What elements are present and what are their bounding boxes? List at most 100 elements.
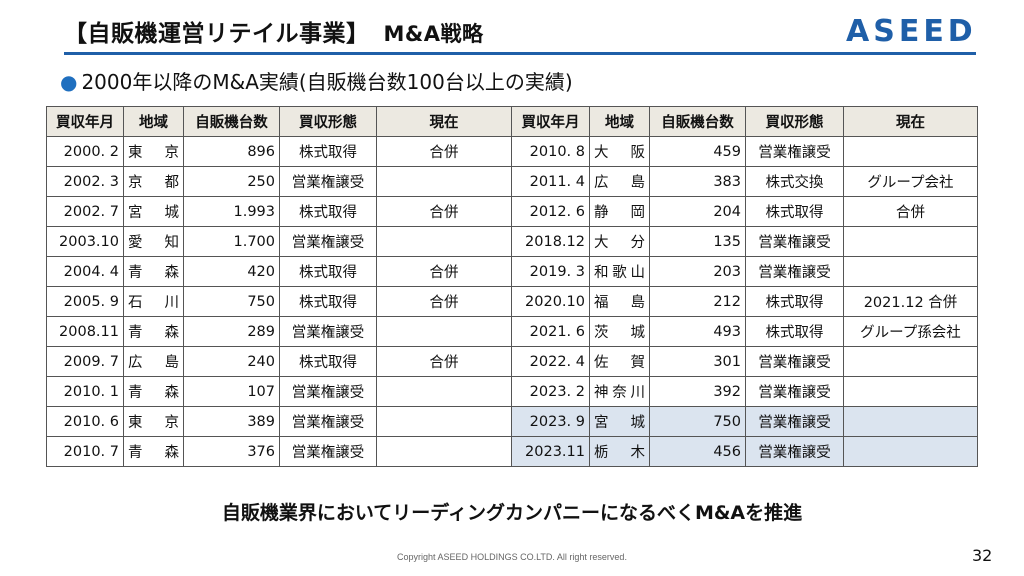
cell-vending-count: 107 — [183, 376, 280, 407]
cell-region: 京都 — [123, 166, 184, 197]
table-row: 2000. 2 東京 896 株式取得 合併 — [46, 136, 512, 167]
cell-acquisition-type: 営業権譲受 — [279, 226, 377, 257]
cell-vending-count: 212 — [649, 286, 746, 317]
cell-vending-count: 493 — [649, 316, 746, 347]
cell-current-status: 合併 — [376, 256, 512, 287]
cell-date: 2002. 7 — [46, 196, 124, 227]
cell-current-status — [843, 436, 978, 467]
cell-acquisition-type: 営業権譲受 — [745, 436, 844, 467]
cell-region: 神奈川 — [589, 376, 650, 407]
cell-vending-count: 389 — [183, 406, 280, 437]
table-row: 2023.11 栃木 456 営業権譲受 — [511, 436, 978, 467]
cell-region: 静岡 — [589, 196, 650, 227]
cell-date: 2009. 7 — [46, 346, 124, 377]
cell-acquisition-type: 営業権譲受 — [279, 406, 377, 437]
cell-vending-count: 204 — [649, 196, 746, 227]
cell-vending-count: 750 — [649, 406, 746, 437]
acquisition-table-right: 買収年月 地域 自販機台数 買収形態 現在 2010. 8 大阪 459 営業権譲受 2… — [511, 106, 978, 467]
cell-vending-count: 1.993 — [183, 196, 280, 227]
col-header-count: 自販機台数 — [183, 106, 280, 137]
cell-vending-count: 383 — [649, 166, 746, 197]
cell-vending-count: 456 — [649, 436, 746, 467]
cell-current-status — [376, 376, 512, 407]
cell-region: 宮城 — [589, 406, 650, 437]
cell-vending-count: 376 — [183, 436, 280, 467]
cell-current-status: 2021.12 合併 — [843, 286, 978, 317]
cell-vending-count: 1.700 — [183, 226, 280, 257]
cell-region: 東京 — [123, 136, 184, 167]
col-header-type: 買収形態 — [279, 106, 377, 137]
table-row: 2008.11 青森 289 営業権譲受 — [46, 316, 512, 347]
cell-acquisition-type: 営業権譲受 — [745, 376, 844, 407]
table-row: 2010. 7 青森 376 営業権譲受 — [46, 436, 512, 467]
table-row: 2023. 2 神奈川 392 営業権譲受 — [511, 376, 978, 407]
col-header-region: 地域 — [123, 106, 184, 137]
cell-region: 青森 — [123, 436, 184, 467]
cell-date: 2023.11 — [511, 436, 590, 467]
cell-vending-count: 240 — [183, 346, 280, 377]
col-header-type: 買収形態 — [745, 106, 844, 137]
cell-acquisition-type: 株式取得 — [279, 286, 377, 317]
cell-acquisition-type: 株式交換 — [745, 166, 844, 197]
table-row: 2010. 6 東京 389 営業権譲受 — [46, 406, 512, 437]
cell-date: 2005. 9 — [46, 286, 124, 317]
cell-region: 石川 — [123, 286, 184, 317]
cell-vending-count: 750 — [183, 286, 280, 317]
table-row: 2022. 4 佐賀 301 営業権譲受 — [511, 346, 978, 377]
cell-current-status — [843, 376, 978, 407]
cell-current-status — [843, 226, 978, 257]
col-header-count: 自販機台数 — [649, 106, 746, 137]
cell-vending-count: 203 — [649, 256, 746, 287]
cell-vending-count: 420 — [183, 256, 280, 287]
acquisition-table-left: 買収年月 地域 自販機台数 買収形態 現在 2000. 2 東京 896 株式取得 合併… — [46, 106, 512, 467]
cell-current-status: 合併 — [843, 196, 978, 227]
cell-acquisition-type: 株式取得 — [279, 256, 377, 287]
cell-vending-count: 392 — [649, 376, 746, 407]
strategy-slogan: 自販機業界においてリーディングカンパニーになるべくM&Aを推進 — [221, 502, 803, 524]
cell-region: 福島 — [589, 286, 650, 317]
cell-date: 2022. 4 — [511, 346, 590, 377]
col-header-date: 買収年月 — [511, 106, 590, 137]
cell-date: 2023. 9 — [511, 406, 590, 437]
cell-acquisition-type: 営業権譲受 — [745, 256, 844, 287]
col-header-date: 買収年月 — [46, 106, 124, 137]
table-header-row: 買収年月 地域 自販機台数 買収形態 現在 — [46, 106, 512, 137]
cell-date: 2018.12 — [511, 226, 590, 257]
cell-current-status — [376, 166, 512, 197]
subtitle-text: 2000年以降のM&A実績(自販機台数100台以上の実績) — [81, 70, 573, 94]
cell-date: 2020.10 — [511, 286, 590, 317]
cell-acquisition-type: 営業権譲受 — [279, 436, 377, 467]
table-row: 2002. 7 宮城 1.993 株式取得 合併 — [46, 196, 512, 227]
cell-current-status: グループ会社 — [843, 166, 978, 197]
cell-date: 2023. 2 — [511, 376, 590, 407]
col-header-status: 現在 — [376, 106, 512, 137]
cell-acquisition-type: 株式取得 — [745, 196, 844, 227]
table-row: 2018.12 大分 135 営業権譲受 — [511, 226, 978, 257]
table-row: 2010. 8 大阪 459 営業権譲受 — [511, 136, 978, 167]
cell-region: 広島 — [123, 346, 184, 377]
cell-acquisition-type: 株式取得 — [279, 196, 377, 227]
cell-date: 2008.11 — [46, 316, 124, 347]
cell-vending-count: 301 — [649, 346, 746, 377]
cell-vending-count: 289 — [183, 316, 280, 347]
cell-acquisition-type: 株式取得 — [279, 346, 377, 377]
cell-current-status: 合併 — [376, 286, 512, 317]
cell-date: 2010. 8 — [511, 136, 590, 167]
table-row: 2005. 9 石川 750 株式取得 合併 — [46, 286, 512, 317]
cell-region: 和歌山 — [589, 256, 650, 287]
cell-vending-count: 896 — [183, 136, 280, 167]
cell-current-status — [376, 226, 512, 257]
cell-date: 2010. 7 — [46, 436, 124, 467]
cell-date: 2011. 4 — [511, 166, 590, 197]
cell-region: 宮城 — [123, 196, 184, 227]
cell-region: 青森 — [123, 256, 184, 287]
cell-current-status — [843, 346, 978, 377]
cell-acquisition-type: 営業権譲受 — [745, 346, 844, 377]
cell-current-status — [376, 436, 512, 467]
cell-date: 2000. 2 — [46, 136, 124, 167]
cell-region: 青森 — [123, 316, 184, 347]
cell-acquisition-type: 株式取得 — [279, 136, 377, 167]
cell-acquisition-type: 株式取得 — [745, 316, 844, 347]
cell-acquisition-type: 株式取得 — [745, 286, 844, 317]
cell-region: 大阪 — [589, 136, 650, 167]
